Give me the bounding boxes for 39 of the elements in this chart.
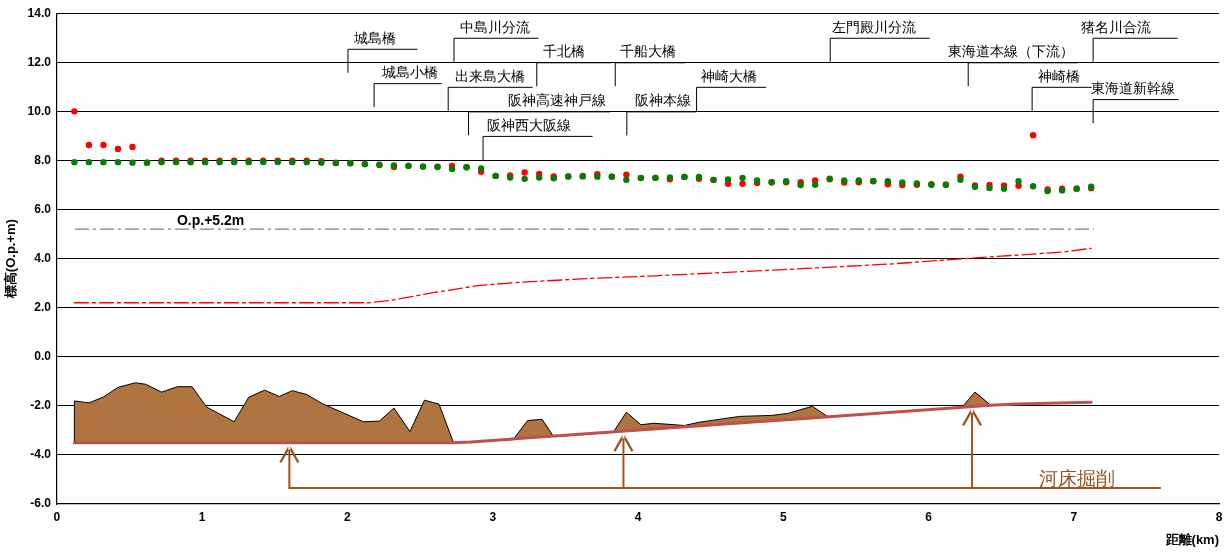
x-tick-label: 6 <box>925 509 933 524</box>
y-tick-label: 4.0 <box>34 250 52 265</box>
annotation: 河床掘削 <box>1038 468 1115 489</box>
x-tick-label: 2 <box>344 509 352 524</box>
x-axis-title: 距離(km) <box>1164 531 1219 547</box>
y-tick-label: -4.0 <box>30 447 52 462</box>
x-tick-label: 7 <box>1070 509 1078 524</box>
y-tick-label: -2.0 <box>30 398 52 413</box>
annotation: 阪神西大阪線 <box>486 116 571 133</box>
y-tick-label: 12.0 <box>27 54 52 69</box>
y-tick-label: -6.0 <box>30 496 52 511</box>
annotation: 神崎橋 <box>1037 67 1080 84</box>
ref-line-label: O.p.+5.2m <box>176 212 245 229</box>
y-tick-label: 10.0 <box>27 103 52 118</box>
annotation: 猪名川合流 <box>1080 18 1151 35</box>
x-tick-label: 1 <box>198 509 206 524</box>
y-tick-label: 0.0 <box>34 349 52 364</box>
y-tick-label: 6.0 <box>34 201 52 216</box>
annotation: 東海道本線（下流） <box>947 43 1074 60</box>
annotation: 城島橋 <box>353 29 397 46</box>
annotation: 阪神本線 <box>635 92 692 109</box>
annotation: 神崎大橋 <box>701 67 758 84</box>
annotation: 千北橋 <box>543 43 586 60</box>
annotation: 阪神高速神戸線 <box>508 92 607 109</box>
x-tick-label: 8 <box>1215 509 1223 524</box>
y-tick-label: 14.0 <box>27 5 52 20</box>
annotation: 左門殿川分流 <box>831 18 916 35</box>
annotation: 千船大橋 <box>619 43 676 60</box>
annotation: 城島小橋 <box>380 64 438 80</box>
y-axis-title: 標高(O.p.+m) <box>3 219 19 300</box>
annotation: 東海道新幹線 <box>1090 79 1175 96</box>
y-tick-label: 2.0 <box>34 299 52 314</box>
x-tick-label: 5 <box>779 509 787 524</box>
annotation: 中島川分流 <box>459 18 530 35</box>
x-tick-label: 4 <box>634 509 642 524</box>
annotation: 出来島大橋 <box>454 67 525 84</box>
y-tick-label: 8.0 <box>34 152 52 167</box>
x-tick-label: 0 <box>53 509 61 524</box>
x-tick-label: 3 <box>489 509 497 524</box>
